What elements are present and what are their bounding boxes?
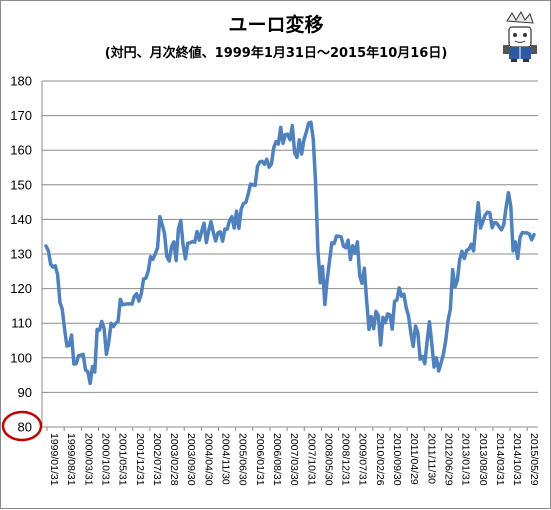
y-tick-label: 110 [11, 316, 32, 331]
y-tick-label: 180 [10, 74, 32, 89]
y-tick-label: 130 [10, 247, 32, 262]
x-tick-label: 2007/03/30 [288, 433, 300, 486]
x-tick-label: 2014/10/31 [511, 433, 523, 486]
y-tick-label: 100 [10, 350, 32, 365]
x-tick-label: 2003/09/30 [185, 433, 197, 486]
y-tick-label: 120 [10, 281, 32, 296]
x-tick-label: 2004/04/30 [202, 433, 214, 486]
series-layer [44, 120, 536, 386]
x-tick-label: 2001/05/31 [117, 433, 129, 486]
x-tick-label: 2009/07/31 [357, 433, 369, 486]
x-tick-label: 2004/11/30 [220, 433, 232, 485]
x-tick-label: 2002/07/31 [151, 433, 163, 486]
x-tick-label: 2006/01/31 [254, 433, 266, 486]
x-tick-label: 2008/12/31 [340, 433, 352, 486]
y-tick-label: 150 [10, 177, 32, 192]
x-tick-label: 2013/08/30 [477, 433, 489, 486]
y-tick-label: 140 [10, 212, 32, 227]
x-tick-label: 2014/03/31 [494, 433, 506, 486]
x-tick-label: 2006/08/31 [271, 433, 283, 486]
x-tick-label: 2008/05/30 [322, 433, 334, 486]
x-tick-label: 2000/10/31 [99, 433, 111, 486]
x-tick-label: 2010/09/30 [391, 433, 403, 486]
x-tick-labels: 1999/01/31 1999/08/31 2000/03/31 2000/10/31… [48, 433, 540, 486]
chart-title: ユーロ変移 [228, 13, 323, 36]
y-tick-labels: 80 90 100 110 120 130 140 150 160 170 180 [10, 74, 32, 435]
axes [41, 81, 528, 431]
mascot-illustration [503, 10, 537, 62]
x-tick-label: 2011/04/29 [408, 433, 420, 485]
x-tick-label: 2005/06/30 [237, 433, 249, 486]
gridlines [42, 80, 538, 428]
x-tick-label: 2010/02/26 [374, 433, 386, 486]
x-tick-label: 2007/10/31 [305, 433, 317, 486]
x-tick-label: 2015/05/29 [528, 433, 540, 486]
y-tick-label: 170 [10, 108, 32, 123]
x-tick-label: 2012/06/29 [442, 433, 454, 486]
y-tick-label: 80 [18, 420, 32, 435]
x-tick-label: 1999/08/31 [65, 433, 77, 486]
y-tick-label: 90 [18, 385, 32, 400]
y-tick-label: 160 [10, 143, 32, 158]
chart-subtitle: (対円、月次終値、1999年1月31日～2015年10月16日) [105, 45, 448, 61]
highlight-circle [1, 410, 43, 442]
highlight-layer [1, 410, 43, 442]
x-tick-label: 1999/01/31 [48, 433, 60, 486]
x-tick-label: 2011/11/30 [425, 433, 437, 484]
x-tick-label: 2001/12/31 [134, 433, 146, 486]
series-line [44, 120, 536, 386]
x-tick-label: 2000/03/31 [82, 433, 94, 486]
x-tick-label: 2003/02/28 [168, 433, 180, 486]
x-tick-label: 2013/01/31 [460, 433, 472, 486]
